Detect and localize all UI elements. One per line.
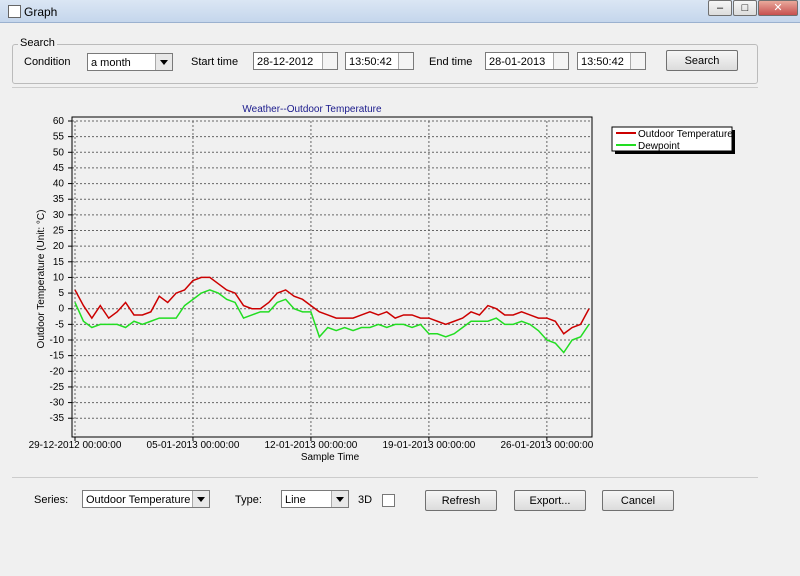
chart-title: Weather--Outdoor Temperature (242, 104, 382, 115)
export-button[interactable]: Export... (514, 490, 586, 511)
date-value: 28-12-2012 (257, 56, 314, 68)
date-value: 28-01-2013 (489, 56, 546, 68)
chart: Weather--Outdoor Temperature Sample Time O… (29, 104, 735, 463)
series-line (74, 276, 590, 335)
y-tick-label: -30 (50, 398, 65, 409)
y-tick-label: -20 (50, 366, 65, 377)
end-date[interactable]: 28-01-2013 (485, 52, 569, 70)
y-tick-label: 55 (53, 132, 65, 143)
search-group (12, 44, 758, 84)
x-tick-label: 19-01-2013 00:00:00 (382, 440, 475, 451)
start-time[interactable]: 13:50:42 (345, 52, 414, 70)
time-value: 13:50:42 (349, 56, 392, 68)
x-tick-label: 12-01-2013 00:00:00 (265, 440, 358, 451)
y-tick-label: 0 (58, 304, 64, 315)
type-combo[interactable]: Line (281, 490, 349, 508)
y-tick-label: 35 (53, 194, 65, 205)
separator (12, 477, 758, 478)
separator (12, 87, 758, 88)
type-label: Type: (235, 494, 262, 506)
condition-label: Condition (24, 56, 71, 68)
plot-frame (71, 116, 593, 438)
app-icon (8, 5, 21, 18)
refresh-button[interactable]: Refresh (425, 490, 497, 511)
series-line (74, 289, 590, 354)
end-time[interactable]: 13:50:42 (577, 52, 646, 70)
y-tick-label: -10 (50, 335, 65, 346)
search-button[interactable]: Search (666, 50, 738, 71)
y-tick-label: 5 (58, 288, 64, 299)
combo-value: Outdoor Temperature (86, 494, 191, 506)
x-tick-label: 29-12-2012 00:00:00 (29, 440, 122, 451)
series-label: Series: (34, 494, 69, 506)
x-tick-label: 26-01-2013 00:00:00 (500, 440, 593, 451)
start-label: Start time (191, 56, 239, 68)
y-tick-label: 20 (53, 241, 65, 252)
y-tick-label: 60 (53, 116, 65, 127)
close-button[interactable]: ✕ (758, 0, 798, 16)
combo-value: a month (91, 57, 131, 69)
y-axis-label: Outdoor Temperature (Unit: °C) (36, 210, 47, 349)
y-tick-label: 45 (53, 163, 65, 174)
minimize-button[interactable]: – (708, 0, 732, 16)
time-value: 13:50:42 (581, 56, 624, 68)
maximize-button[interactable]: □ (733, 0, 757, 16)
legend-box (611, 126, 733, 152)
title-bar (0, 0, 800, 23)
combo-value: Line (285, 494, 306, 506)
three-d-label: 3D (358, 494, 373, 506)
three-d-checkbox[interactable] (382, 494, 395, 507)
y-tick-label: -35 (50, 413, 65, 424)
y-tick-label: -15 (50, 351, 65, 362)
y-tick-label: 40 (53, 179, 65, 190)
y-tick-label: 25 (53, 226, 65, 237)
legend-label: Outdoor Temperature (638, 129, 733, 140)
condition-combo[interactable]: a month (87, 53, 173, 71)
start-date[interactable]: 28-12-2012 (253, 52, 338, 70)
cancel-button[interactable]: Cancel (602, 490, 674, 511)
y-tick-label: 30 (53, 210, 65, 221)
y-tick-label: -5 (55, 319, 64, 330)
group-legend: Search (18, 37, 57, 49)
y-tick-label: 15 (53, 257, 65, 268)
x-axis-label: Sample Time (301, 452, 360, 463)
legend-label: Dewpoint (638, 141, 680, 152)
window-title: Graph (24, 5, 58, 19)
y-tick-label: 50 (53, 147, 65, 158)
x-tick-label: 05-01-2013 00:00:00 (147, 440, 240, 451)
y-tick-label: 10 (53, 272, 65, 283)
y-tick-label: -25 (50, 382, 65, 393)
series-combo[interactable]: Outdoor Temperature (82, 490, 210, 508)
end-label: End time (429, 56, 473, 68)
